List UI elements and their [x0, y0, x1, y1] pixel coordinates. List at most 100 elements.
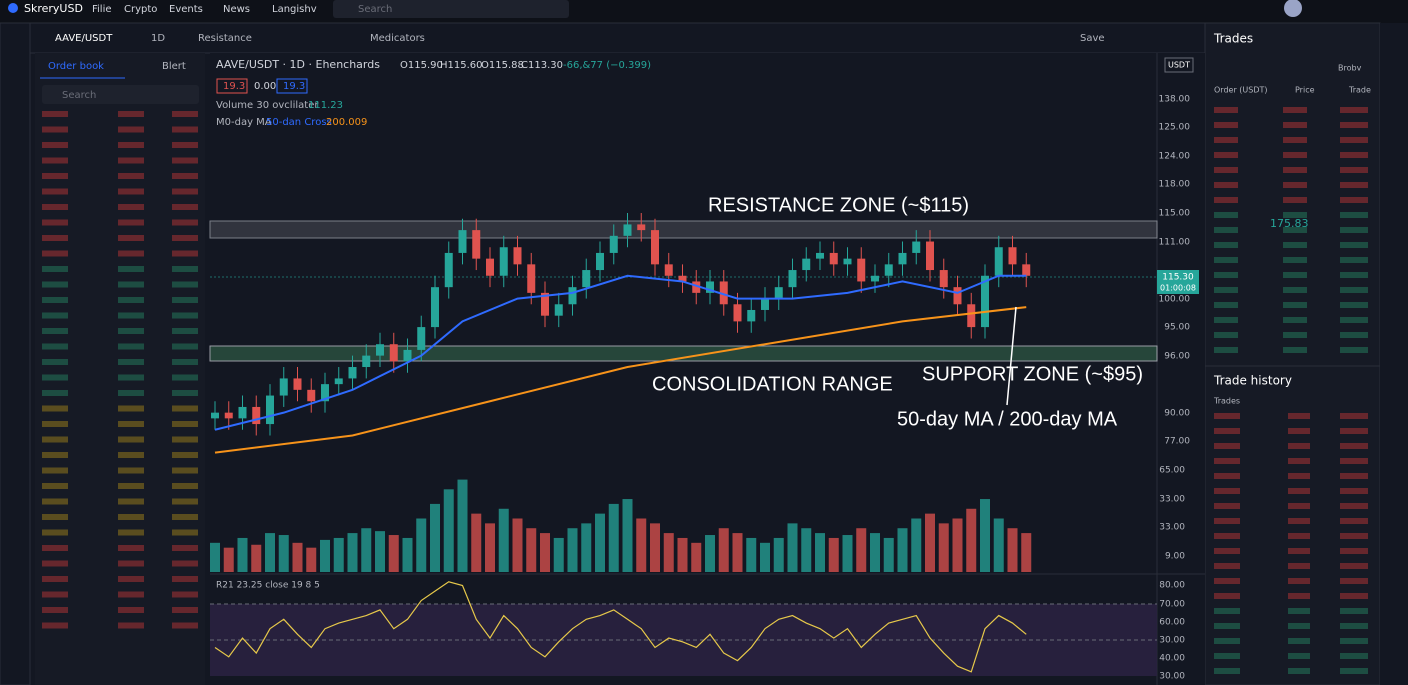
- blurred-cell: [118, 452, 144, 458]
- volume-bar: [292, 542, 303, 572]
- volume-bar: [760, 542, 770, 572]
- candle-body: [596, 252, 604, 271]
- blurred-cell: [1283, 317, 1307, 323]
- menu-item[interactable]: Langishv: [272, 4, 317, 15]
- volume-bar: [306, 547, 317, 572]
- column: Price: [1295, 86, 1315, 95]
- volume-bar: [361, 528, 372, 572]
- candle-body: [348, 367, 357, 379]
- avatar[interactable]: [1284, 0, 1302, 17]
- ohlc: -66,&77 (−0.399): [563, 60, 651, 71]
- blurred-cell: [1283, 197, 1307, 203]
- blurred-cell: [1340, 668, 1368, 674]
- volume-bar: [1021, 533, 1032, 572]
- blurred-cell: [1288, 638, 1310, 644]
- blurred-cell: [42, 359, 68, 365]
- candle-body: [224, 412, 233, 419]
- volume-bar: [210, 542, 220, 572]
- ma200-line: [214, 306, 1027, 454]
- price-label: 95.00: [1164, 323, 1190, 333]
- candle-body: [293, 378, 302, 390]
- volume-bar: [897, 528, 908, 572]
- blurred-cell: [42, 390, 68, 396]
- blurred-cell: [1214, 563, 1240, 569]
- blurred-cell: [172, 343, 198, 350]
- resistance-tool[interactable]: Resistance: [198, 33, 252, 44]
- blurred-cell: [1214, 413, 1240, 419]
- blurred-cell: [172, 560, 198, 567]
- blurred-cell: [42, 250, 68, 257]
- blurred-cell: [1340, 122, 1368, 128]
- blurred-cell: [42, 452, 68, 458]
- blurred-cell: [118, 390, 144, 396]
- blurred-cell: [1214, 242, 1238, 248]
- candle-body: [926, 241, 934, 271]
- book-search[interactable]: [42, 85, 199, 104]
- blurred-cell: [1340, 347, 1368, 353]
- trades-menu[interactable]: Brobv: [1338, 64, 1362, 73]
- volume-bar: [265, 533, 275, 572]
- volume-bar: [856, 528, 867, 572]
- search-placeholder[interactable]: Search: [358, 4, 392, 15]
- blurred-cell: [42, 514, 68, 520]
- blurred-cell: [42, 622, 68, 629]
- blurred-cell: [1340, 242, 1368, 248]
- blurred-cell: [42, 498, 68, 505]
- blurred-cell: [172, 421, 198, 427]
- blurred-cell: [42, 173, 68, 179]
- ma50-line: [214, 274, 1027, 431]
- blurred-cell: [1288, 668, 1310, 674]
- badge-value: 0.00: [254, 81, 276, 92]
- blurred-cell: [1214, 347, 1238, 353]
- blurred-cell: [42, 591, 68, 598]
- rsi-label: 30.00: [1159, 672, 1185, 682]
- blurred-cell: [1283, 227, 1307, 233]
- candle-body: [733, 304, 742, 322]
- interval[interactable]: 1D: [151, 33, 165, 44]
- indicators-button[interactable]: Medicators: [370, 33, 425, 44]
- volume-bar: [787, 523, 798, 572]
- volume-label: 9.00: [1165, 552, 1185, 562]
- toolbar: [29, 22, 1206, 54]
- volume-bar: [416, 518, 427, 572]
- last-trade: 175.83: [1270, 217, 1309, 230]
- menu-item[interactable]: Events: [169, 4, 203, 15]
- blurred-cell: [118, 560, 144, 567]
- alert-tab[interactable]: Blert: [162, 61, 186, 72]
- order-book-tab[interactable]: Order book: [48, 61, 104, 72]
- blurred-cell: [1288, 428, 1310, 434]
- blurred-cell: [172, 452, 198, 458]
- price-label: 138.00: [1159, 95, 1191, 105]
- save-button[interactable]: Save: [1080, 33, 1105, 44]
- search-box[interactable]: [333, 0, 569, 18]
- blurred-cell: [42, 142, 68, 148]
- top-bar: [0, 0, 1408, 23]
- candle-body: [609, 235, 618, 253]
- trades-title: Trades: [1213, 32, 1253, 46]
- brand: SkreryUSD: [24, 2, 83, 15]
- menu-item[interactable]: News: [223, 4, 250, 15]
- blurred-cell: [1214, 332, 1238, 338]
- blurred-cell: [42, 204, 68, 210]
- candle-body: [362, 355, 371, 368]
- blurred-cell: [118, 467, 144, 474]
- blurred-cell: [1288, 623, 1310, 629]
- volume-bar: [870, 533, 880, 572]
- rsi-label: 80.00: [1159, 581, 1185, 591]
- blurred-cell: [1283, 257, 1307, 263]
- blurred-cell: [172, 281, 198, 288]
- badge-value: 19.3: [283, 81, 305, 92]
- annotation-arrow: [1006, 306, 1017, 406]
- blurred-cell: [1214, 302, 1238, 308]
- book-search-placeholder[interactable]: Search: [62, 90, 96, 101]
- blurred-cell: [172, 111, 198, 117]
- symbol[interactable]: AAVE/USDT: [55, 33, 113, 44]
- candle-body: [321, 384, 329, 402]
- rsi-line: [214, 581, 1027, 673]
- blurred-cell: [118, 281, 144, 288]
- menu-item[interactable]: Filie: [92, 4, 112, 15]
- indicator: M0-day MA: [216, 117, 272, 128]
- menu-item[interactable]: Crypto: [124, 4, 157, 15]
- candle-body: [678, 275, 687, 282]
- candle-body: [568, 287, 577, 305]
